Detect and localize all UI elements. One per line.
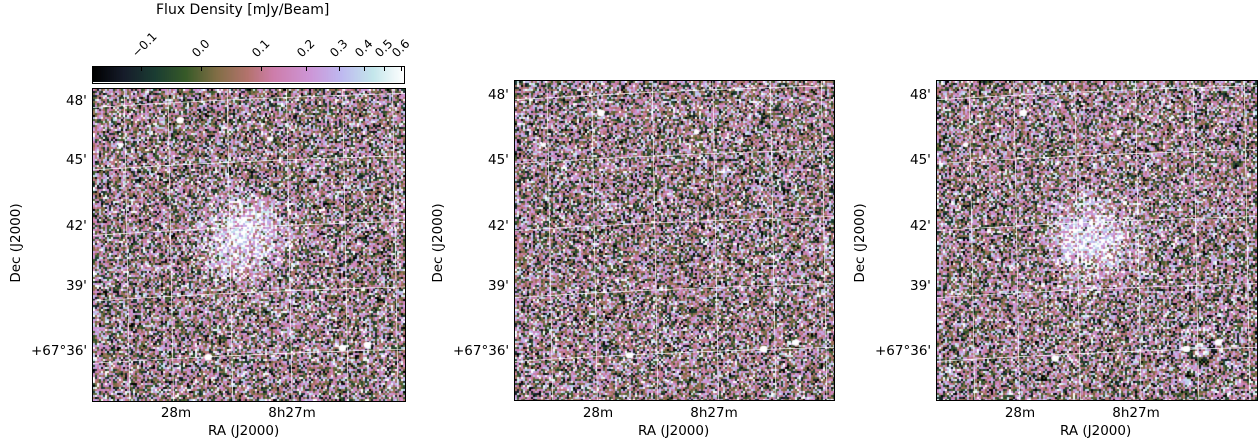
- ra-tick-8h27m: 8h27m: [268, 405, 316, 421]
- dec-tick-36: +67°36': [31, 343, 88, 359]
- colorbar-tick-label: 0.6: [389, 36, 413, 60]
- image-panel-2: Dec (J2000) 48' 45' 42' 39' +67°36' 28m …: [422, 80, 842, 446]
- ra-tick-28m: 28m: [160, 405, 192, 421]
- dec-axis-title: Dec (J2000): [852, 203, 868, 283]
- colorbar-tick-label: 0.2: [293, 36, 318, 60]
- ra-axis-title: RA (J2000): [208, 423, 280, 439]
- dec-tick-45: 45': [66, 152, 87, 168]
- image-panel-1: Dec (J2000) 48' 45' 42' 39' +67°36' 28m …: [0, 80, 420, 446]
- colorbar-tick-label: −0.1: [129, 29, 160, 60]
- colorbar-tick-mark: [260, 66, 262, 71]
- colorbar-gradient: [92, 66, 404, 82]
- ra-tick-28m: 28m: [1004, 405, 1036, 421]
- dec-tick-45: 45': [488, 152, 509, 168]
- dec-tick-45: 45': [910, 152, 931, 168]
- dec-tick-39: 39': [910, 278, 931, 294]
- dec-tick-39: 39': [488, 278, 509, 294]
- image-panel-3: Dec (J2000) 48' 45' 42' 39' +67°36' 28m …: [844, 80, 1260, 446]
- dec-tick-42: 42': [488, 218, 509, 234]
- dec-tick-36: +67°36': [453, 343, 510, 359]
- dec-tick-36: +67°36': [875, 343, 932, 359]
- dec-axis-title: Dec (J2000): [430, 203, 446, 283]
- colorbar-tick-mark: [338, 66, 340, 71]
- dec-tick-42: 42': [66, 218, 87, 234]
- colorbar-tick-label: 0.1: [248, 36, 273, 60]
- ra-axis-title: RA (J2000): [638, 423, 710, 439]
- dec-tick-48: 48': [488, 87, 509, 103]
- radio-image-1: [93, 89, 405, 401]
- colorbar-tick-mark: [363, 66, 365, 71]
- dec-tick-39: 39': [66, 278, 87, 294]
- ra-tick-28m: 28m: [582, 405, 614, 421]
- colorbar-tick-label: 0.0: [188, 36, 213, 60]
- ra-tick-8h27m: 8h27m: [690, 405, 738, 421]
- dec-tick-48: 48': [66, 93, 87, 109]
- colorbar-tick-label: 0.3: [326, 36, 351, 60]
- colorbar: Flux Density [mJy/Beam] −0.1 0.0 0.1 0.2 0.3…: [92, 0, 412, 86]
- ra-axis-title: RA (J2000): [1060, 423, 1132, 439]
- radio-image-3: [937, 81, 1257, 400]
- colorbar-tick-mark: [305, 66, 307, 71]
- colorbar-title: Flux Density [mJy/Beam]: [156, 2, 330, 18]
- colorbar-tick-mark: [141, 66, 142, 71]
- radio-image-2: [515, 81, 834, 400]
- dec-axis-title: Dec (J2000): [8, 203, 24, 283]
- colorbar-tick-mark: [400, 66, 402, 71]
- colorbar-tick-mark: [200, 66, 202, 71]
- ra-tick-8h27m: 8h27m: [1112, 405, 1160, 421]
- colorbar-tick-mark: [384, 66, 386, 71]
- dec-tick-42: 42': [910, 218, 931, 234]
- dec-tick-48: 48': [910, 87, 931, 103]
